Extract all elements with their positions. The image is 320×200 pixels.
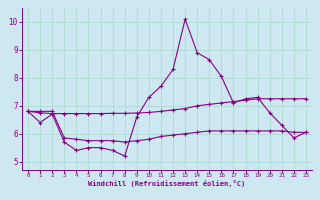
X-axis label: Windchill (Refroidissement éolien,°C): Windchill (Refroidissement éolien,°C): [88, 180, 246, 187]
